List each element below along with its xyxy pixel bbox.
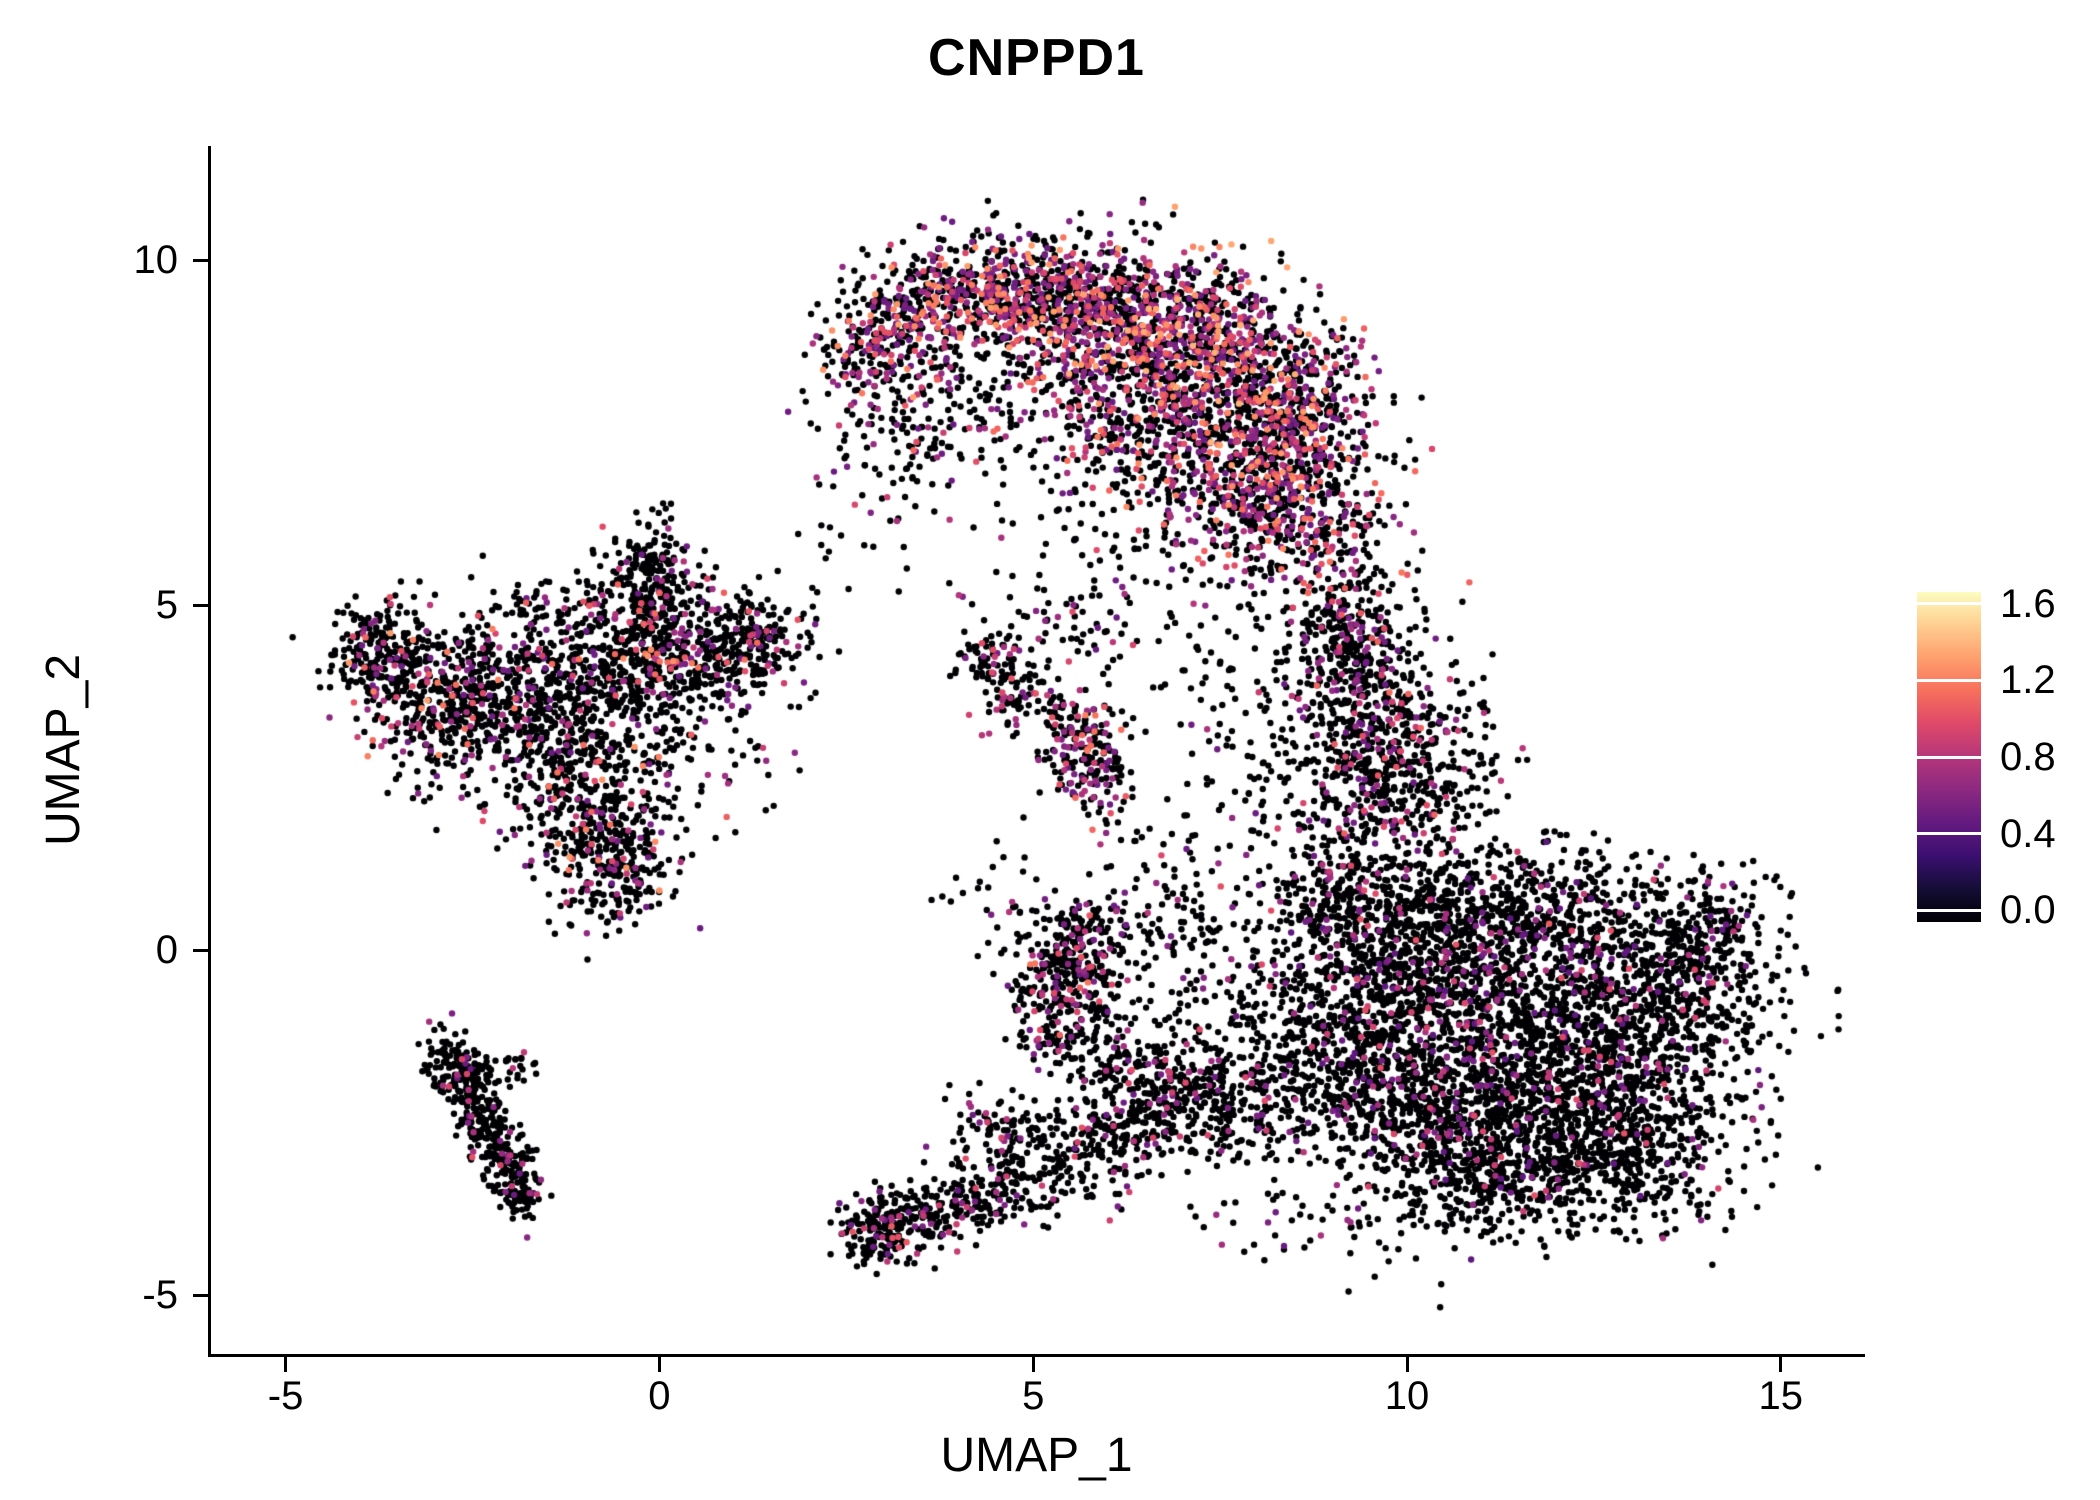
legend-tick-mark — [1917, 832, 1981, 836]
legend-tick-mark — [1917, 755, 1981, 759]
legend-tick-mark — [1917, 678, 1981, 682]
legend-tick-label: 1.6 — [2000, 581, 2056, 626]
x-tick-mark — [284, 1357, 288, 1372]
legend-tick-label: 0.4 — [2000, 811, 2056, 856]
y-tick-mark — [193, 603, 208, 607]
y-tick-label: -5 — [142, 1273, 178, 1317]
y-tick-mark — [193, 258, 208, 262]
legend-tick-mark — [1917, 908, 1981, 912]
y-tick-label: 5 — [155, 583, 178, 627]
legend-tick-label: 1.2 — [2000, 658, 2056, 703]
y-axis-line — [208, 146, 211, 1357]
x-tick-mark — [1031, 1357, 1035, 1372]
x-axis-label: UMAP_1 — [940, 1429, 1133, 1482]
legend-tick-label: 0.0 — [2000, 888, 2056, 933]
x-axis-line — [208, 1354, 1865, 1357]
x-tick-label: 0 — [648, 1374, 671, 1418]
x-tick-label: -5 — [267, 1374, 304, 1418]
y-axis-label: UMAP_2 — [37, 653, 90, 847]
x-tick-mark — [1779, 1357, 1783, 1372]
x-tick-label: 15 — [1758, 1374, 1804, 1418]
legend-tick-mark — [1917, 602, 1981, 605]
y-tick-mark — [193, 948, 208, 952]
legend-tick-label: 0.8 — [2000, 735, 2056, 779]
y-tick-mark — [193, 1293, 208, 1297]
y-tick-label: 0 — [155, 928, 178, 972]
legend-colorbar — [1917, 592, 1981, 922]
plot-title: CNPPD1 — [928, 29, 1145, 87]
y-tick-label: 10 — [133, 238, 179, 282]
x-tick-mark — [1405, 1357, 1409, 1372]
x-tick-mark — [657, 1357, 661, 1372]
x-tick-label: 10 — [1384, 1374, 1430, 1418]
x-tick-label: 5 — [1022, 1374, 1045, 1418]
